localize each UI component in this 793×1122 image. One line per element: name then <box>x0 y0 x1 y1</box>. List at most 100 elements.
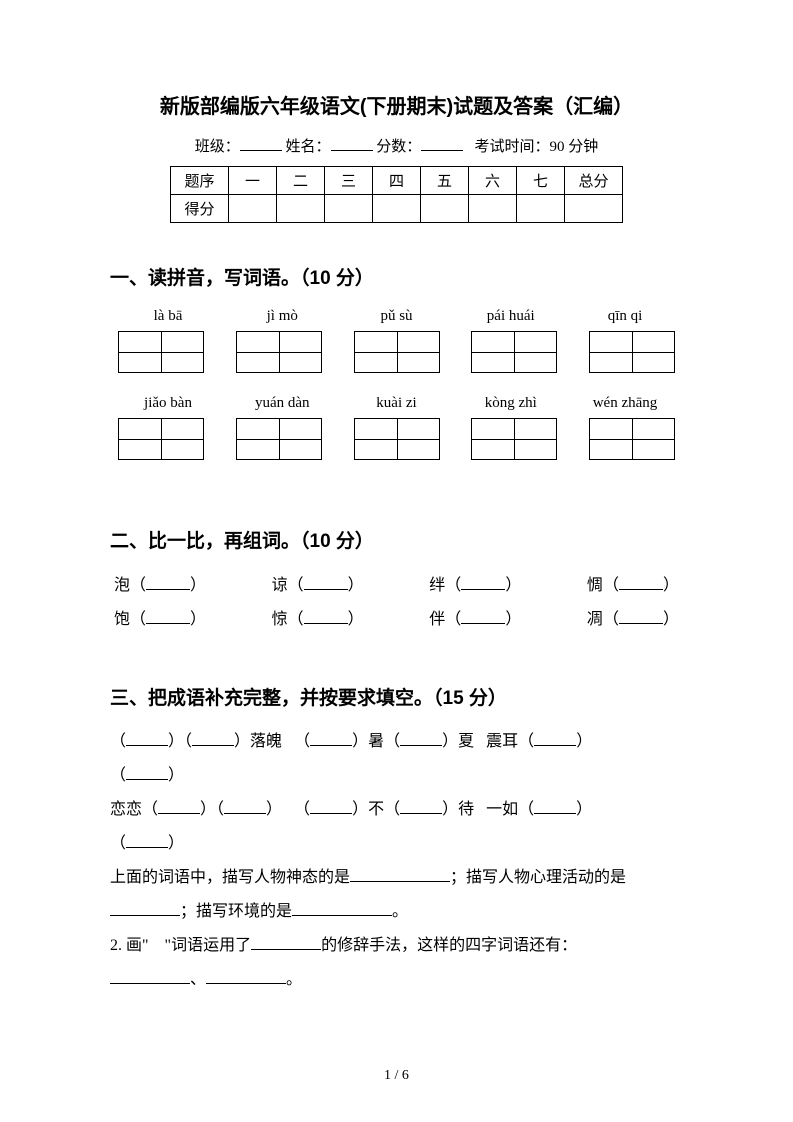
q2-item: 饱（） <box>114 605 206 629</box>
answer-blank[interactable] <box>304 612 348 624</box>
answer-blank[interactable] <box>534 734 576 746</box>
score-table: 题序 一 二 三 四 五 六 七 总分 得分 <box>170 166 623 223</box>
q2-row-1: 泡（） 谅（） 绊（） 惆（） <box>110 571 683 595</box>
cell-header-5: 五 <box>421 167 469 195</box>
cell-score-3[interactable] <box>325 195 373 223</box>
q3-desc-2: ；描写环境的是。 <box>110 898 683 926</box>
char-box[interactable] <box>589 331 675 373</box>
table-row: 题序 一 二 三 四 五 六 七 总分 <box>171 167 623 195</box>
cell-score-total[interactable] <box>565 195 623 223</box>
answer-blank[interactable] <box>619 578 663 590</box>
char-box[interactable] <box>236 331 322 373</box>
cell-score-1[interactable] <box>229 195 277 223</box>
cell-score-label: 得分 <box>171 195 229 223</box>
char-box[interactable] <box>471 331 557 373</box>
cell-score-7[interactable] <box>517 195 565 223</box>
q3-line-2: 恋恋（）（） （）不（）待 一如（） <box>110 796 683 824</box>
answer-blank[interactable] <box>146 612 190 624</box>
q2-item: 泡（） <box>114 571 206 595</box>
pinyin-1-1: là bā <box>118 308 218 325</box>
answer-blank[interactable] <box>126 768 168 780</box>
pinyin-1-3: pǔ sù <box>347 308 447 325</box>
page-number: 1 / 6 <box>0 1068 793 1084</box>
answer-blank[interactable] <box>461 612 505 624</box>
answer-blank[interactable] <box>292 904 392 916</box>
cell-header-4: 四 <box>373 167 421 195</box>
answer-blank[interactable] <box>400 734 442 746</box>
answer-blank[interactable] <box>619 612 663 624</box>
section2-title: 二、比一比，再组词。（10 分） <box>110 526 683 553</box>
class-blank[interactable] <box>240 137 282 151</box>
cell-header-7: 七 <box>517 167 565 195</box>
answer-blank[interactable] <box>206 972 286 984</box>
page-title: 新版部编版六年级语文(下册期末)试题及答案（汇编） <box>110 90 683 119</box>
answer-blank[interactable] <box>534 802 576 814</box>
q2-item: 惆（） <box>587 571 679 595</box>
pinyin-2-2: yuán dàn <box>232 395 332 412</box>
pinyin-1-5: qīn qi <box>575 308 675 325</box>
boxes-row-1 <box>110 331 683 373</box>
cell-header-2: 二 <box>277 167 325 195</box>
answer-blank[interactable] <box>400 802 442 814</box>
q2-item: 谅（） <box>272 571 364 595</box>
cell-score-2[interactable] <box>277 195 325 223</box>
answer-blank[interactable] <box>350 870 450 882</box>
q3-line-2b: （） <box>110 830 683 858</box>
char-box[interactable] <box>589 418 675 460</box>
cell-header-0: 题序 <box>171 167 229 195</box>
q3-line-1b: （） <box>110 762 683 790</box>
q2-item: 绊（） <box>429 571 521 595</box>
pinyin-2-3: kuài zi <box>347 395 447 412</box>
char-box[interactable] <box>354 331 440 373</box>
table-row: 得分 <box>171 195 623 223</box>
q3-desc-1: 上面的词语中，描写人物神态的是；描写人物心理活动的是 <box>110 864 683 892</box>
char-box[interactable] <box>236 418 322 460</box>
q2-item: 凋（） <box>587 605 679 629</box>
answer-blank[interactable] <box>461 578 505 590</box>
name-label: 姓名： <box>285 139 330 155</box>
q2-row-2: 饱（） 惊（） 伴（） 凋（） <box>110 605 683 629</box>
char-box[interactable] <box>471 418 557 460</box>
answer-blank[interactable] <box>110 904 180 916</box>
score-blank[interactable] <box>421 137 463 151</box>
cell-header-8: 总分 <box>565 167 623 195</box>
section3-title: 三、把成语补充完整，并按要求填空。（15 分） <box>110 683 683 710</box>
score-label: 分数： <box>376 139 421 155</box>
q3-line-1: （）（）落魄 （）暑（）夏 震耳（） <box>110 728 683 756</box>
boxes-row-2 <box>110 418 683 460</box>
cell-score-5[interactable] <box>421 195 469 223</box>
pinyin-2-4: kòng zhì <box>461 395 561 412</box>
cell-header-6: 六 <box>469 167 517 195</box>
pinyin-1-2: jì mò <box>232 308 332 325</box>
answer-blank[interactable] <box>110 972 190 984</box>
pinyin-2-5: wén zhāng <box>575 395 675 412</box>
q3-q2b: 、。 <box>110 966 683 994</box>
pinyin-1-4: pái huái <box>461 308 561 325</box>
answer-blank[interactable] <box>310 802 352 814</box>
q2-item: 伴（） <box>429 605 521 629</box>
answer-blank[interactable] <box>251 938 321 950</box>
section1-title: 一、读拼音，写词语。（10 分） <box>110 263 683 290</box>
answer-blank[interactable] <box>146 578 190 590</box>
name-blank[interactable] <box>331 137 373 151</box>
pinyin-row-2: jiǎo bàn yuán dàn kuài zi kòng zhì wén z… <box>110 395 683 412</box>
answer-blank[interactable] <box>126 734 168 746</box>
char-box[interactable] <box>118 331 204 373</box>
answer-blank[interactable] <box>192 734 234 746</box>
pinyin-row-1: là bā jì mò pǔ sù pái huái qīn qi <box>110 308 683 325</box>
cell-header-3: 三 <box>325 167 373 195</box>
char-box[interactable] <box>118 418 204 460</box>
answer-blank[interactable] <box>304 578 348 590</box>
answer-blank[interactable] <box>310 734 352 746</box>
cell-header-1: 一 <box>229 167 277 195</box>
answer-blank[interactable] <box>126 836 168 848</box>
cell-score-6[interactable] <box>469 195 517 223</box>
answer-blank[interactable] <box>224 802 266 814</box>
pinyin-2-1: jiǎo bàn <box>118 395 218 412</box>
q2-item: 惊（） <box>272 605 364 629</box>
class-label: 班级： <box>195 139 240 155</box>
answer-blank[interactable] <box>158 802 200 814</box>
char-box[interactable] <box>354 418 440 460</box>
info-line: 班级： 姓名： 分数： 考试时间：90 分钟 <box>110 135 683 156</box>
cell-score-4[interactable] <box>373 195 421 223</box>
